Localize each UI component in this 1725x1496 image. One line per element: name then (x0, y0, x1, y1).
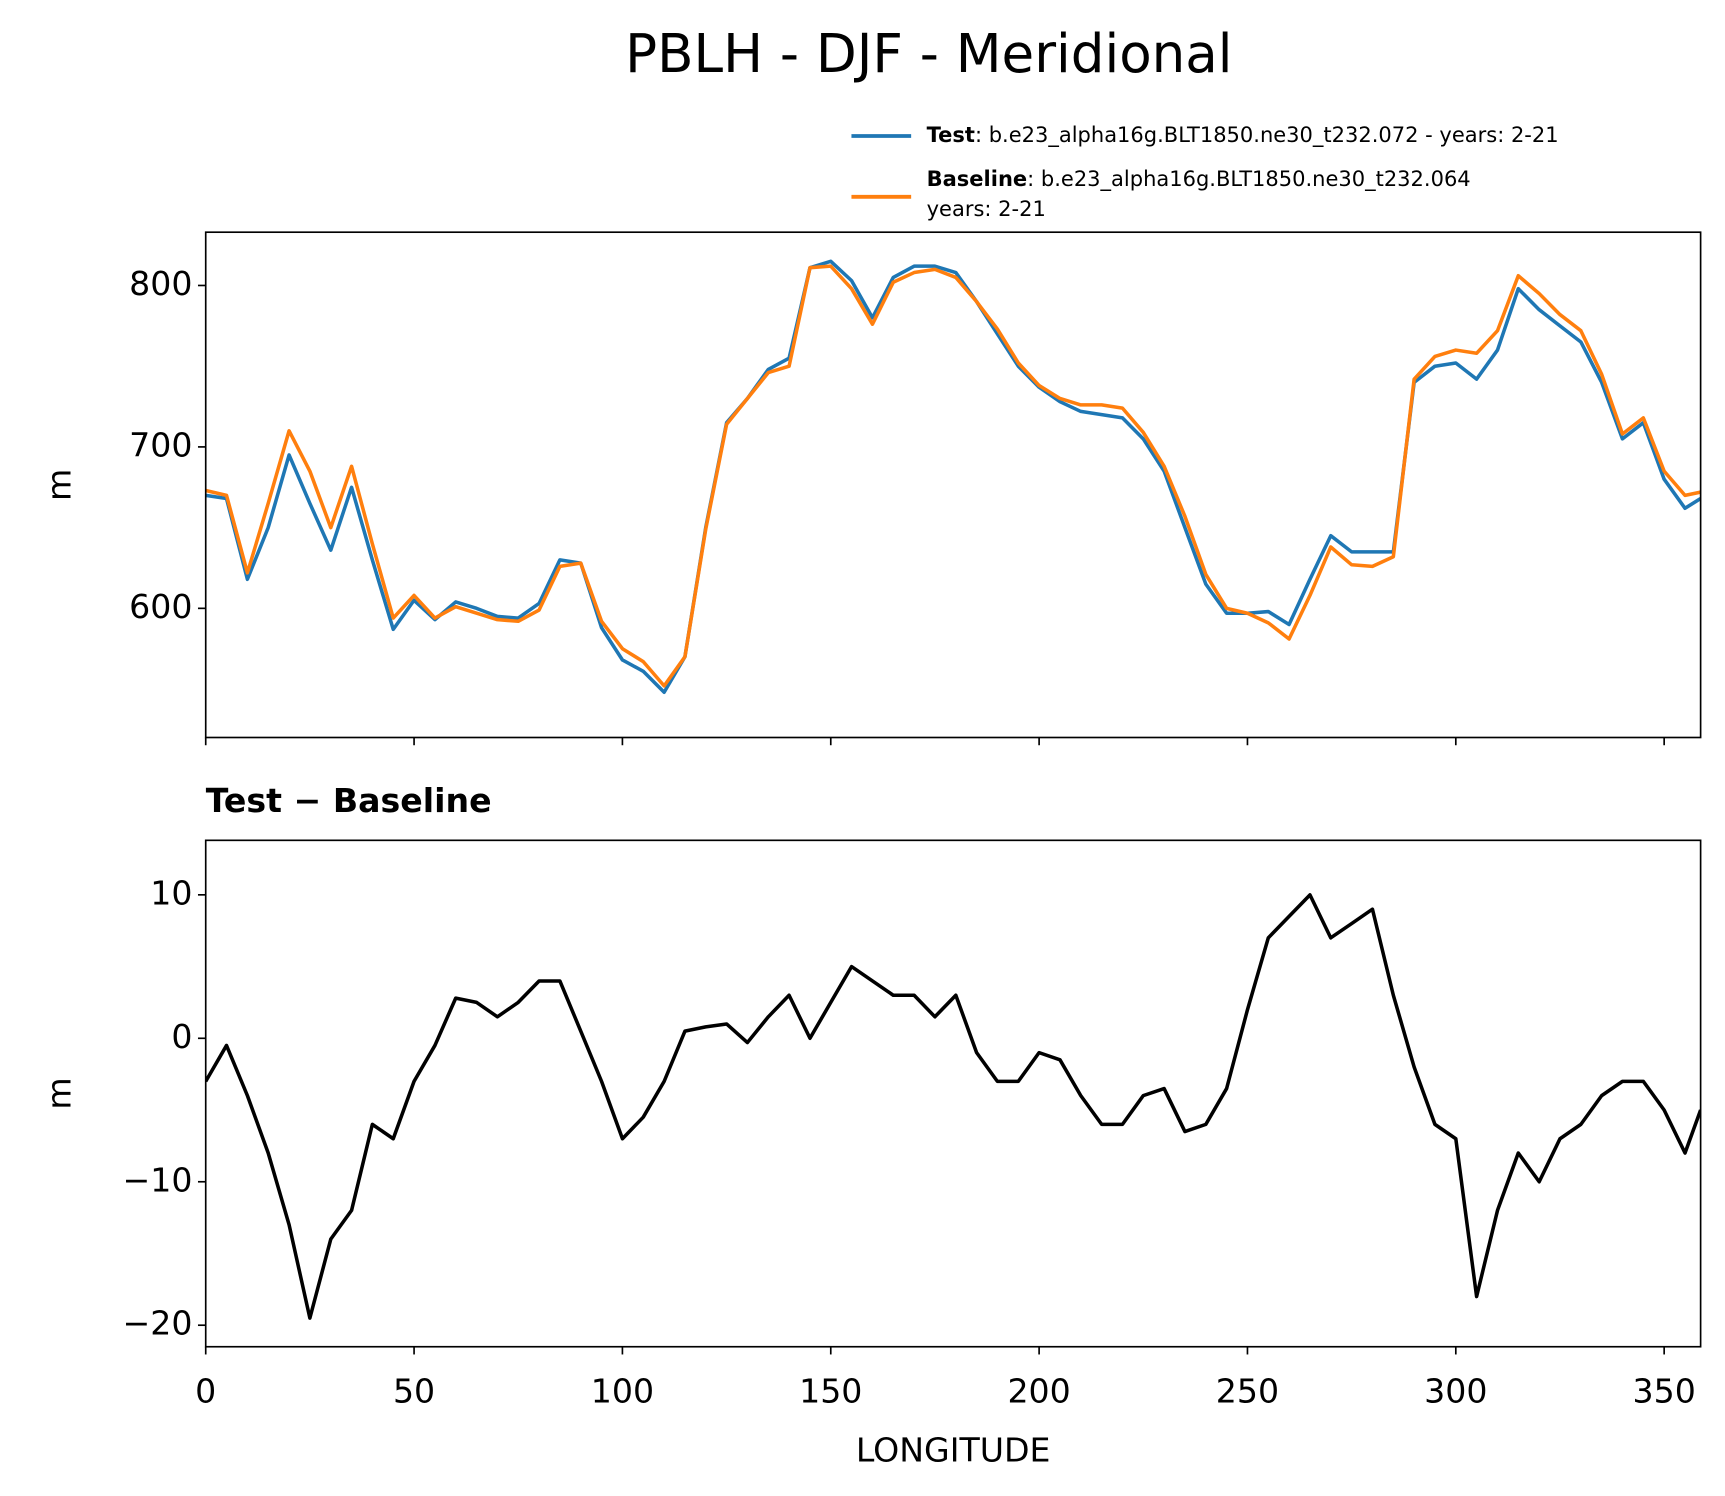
legend-entry: Baseline: b.e23_alpha16g.BLT1850.ne30_t2… (927, 167, 1471, 221)
y-axis-label: m (39, 1077, 78, 1109)
legend-description: : b.e23_alpha16g.BLT1850.ne30_t232.072 -… (975, 123, 1559, 148)
y-tick-label: 800 (129, 264, 192, 303)
x-tick-label: 50 (393, 1372, 435, 1411)
legend-entry: Test: b.e23_alpha16g.BLT1850.ne30_t232.0… (927, 123, 1559, 148)
data-line (205, 893, 1701, 1320)
x-tick-label: 100 (591, 1372, 654, 1411)
y-tick-label: −10 (122, 1160, 192, 1199)
y-tick-label: 10 (150, 873, 192, 912)
x-tick-label: 300 (1424, 1372, 1487, 1411)
axes-frame (204, 231, 1702, 739)
x-tick-label: 350 (1633, 1372, 1696, 1411)
legend-description: years: 2-21 (927, 197, 1046, 221)
legend-name: Baseline (927, 167, 1028, 191)
x-tick-label: 0 (195, 1372, 216, 1411)
y-tick-label: 0 (171, 1017, 192, 1056)
x-tick-label: 200 (1007, 1372, 1070, 1411)
figure-title: PBLH - DJF - Meridional (625, 23, 1232, 85)
x-tick-label: 150 (799, 1372, 862, 1411)
data-line (205, 264, 1701, 688)
axes-frame (204, 839, 1702, 1348)
y-tick-label: −20 (122, 1304, 192, 1343)
data-line (205, 259, 1701, 695)
y-tick-label: 700 (129, 425, 192, 464)
x-axis-label: LONGITUDE (856, 1430, 1051, 1469)
y-axis-label: m (39, 469, 78, 501)
legend-description: : b.e23_alpha16g.BLT1850.ne30_t232.064 (1027, 167, 1471, 192)
axes-title: Test − Baseline (206, 781, 492, 820)
x-tick-label: 250 (1216, 1372, 1279, 1411)
legend-name: Test (927, 123, 975, 147)
y-tick-label: 600 (129, 587, 192, 626)
